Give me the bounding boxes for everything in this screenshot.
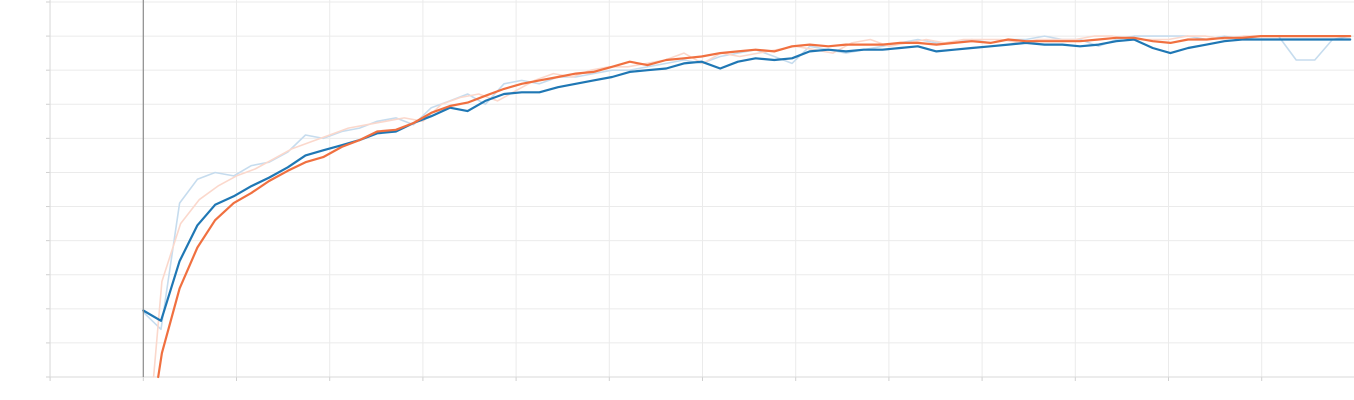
- x-gridlines: [49, 0, 1263, 381]
- series-layer: [142, 35, 1352, 379]
- series-line-blue[interactable]: [142, 38, 1352, 322]
- y-gridlines: [46, 1, 1354, 378]
- series-line-orange[interactable]: [157, 35, 1352, 379]
- series-line-orange-raw[interactable]: [152, 35, 1351, 378]
- series-line-blue-raw[interactable]: [142, 35, 1351, 331]
